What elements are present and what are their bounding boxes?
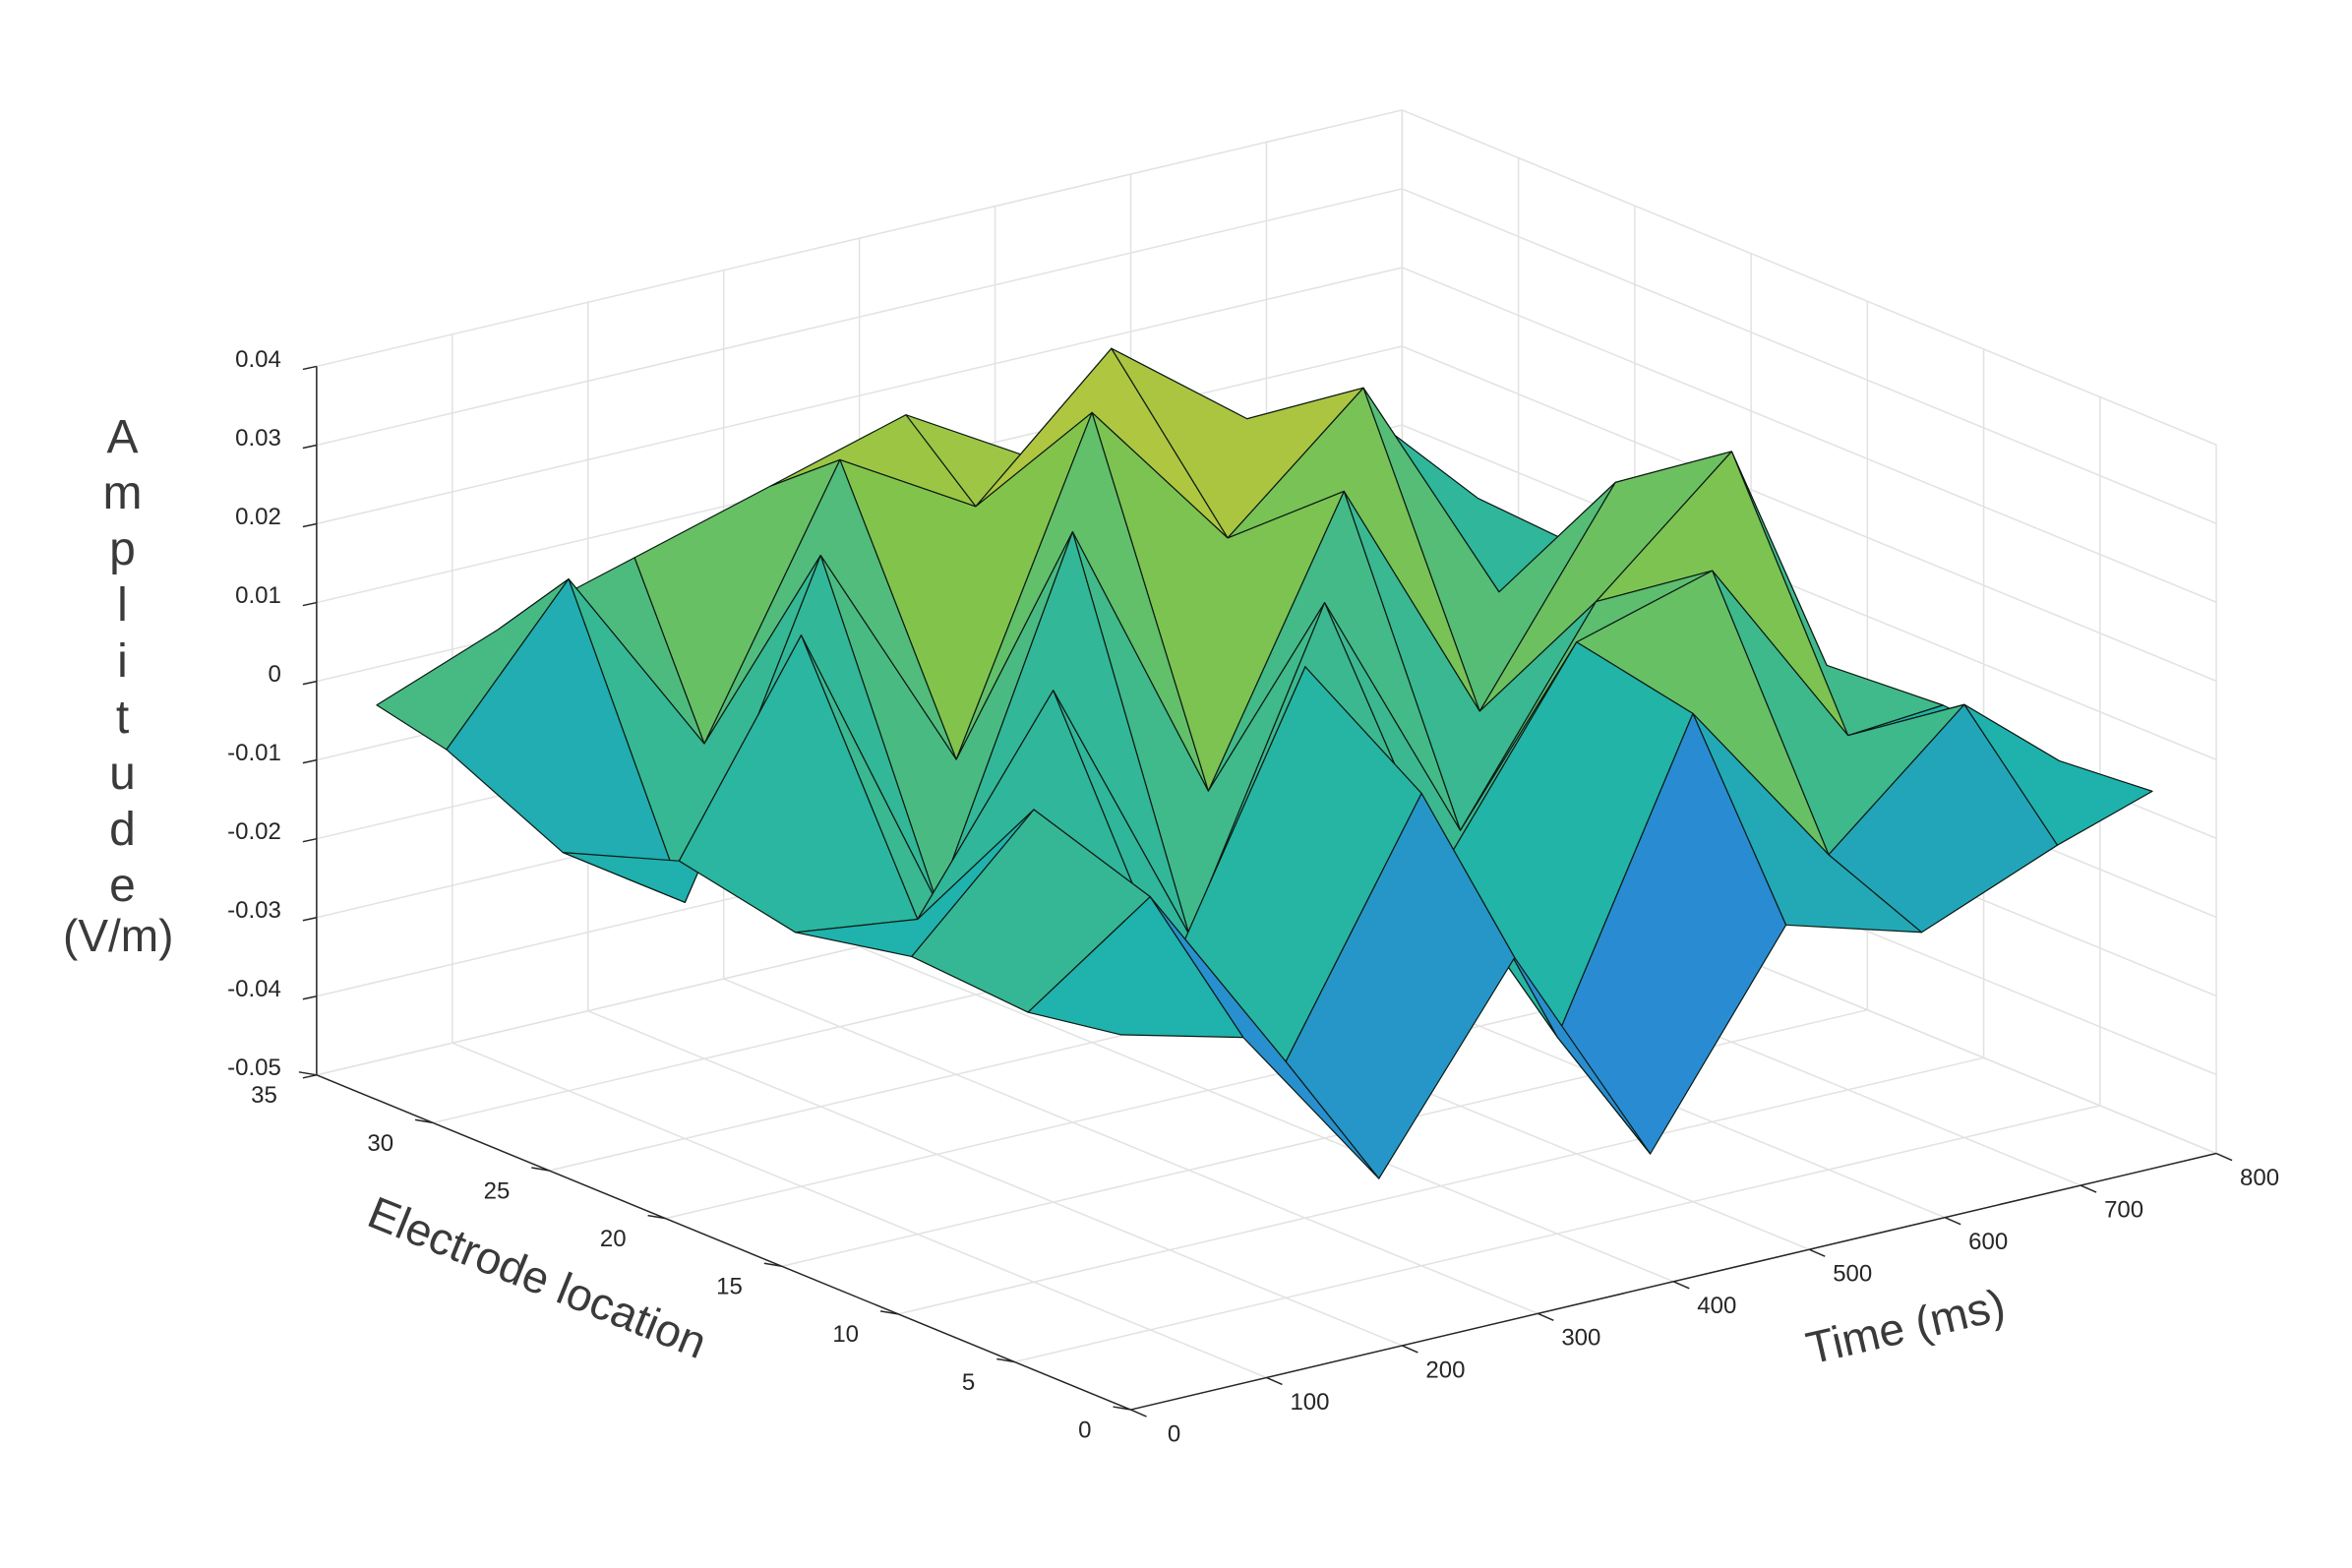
z-tick-label: -0.05 — [227, 1055, 281, 1081]
z-tick — [302, 680, 318, 686]
z-tick — [302, 522, 318, 528]
grid-line — [1402, 188, 2217, 524]
z-tick — [302, 916, 318, 922]
z-tick — [302, 1074, 318, 1079]
z-tick-label: -0.03 — [227, 897, 281, 924]
y-tick-label: 25 — [484, 1177, 511, 1204]
y-tick — [414, 1118, 434, 1124]
x-tick-label: 300 — [1561, 1325, 1600, 1352]
x-tick — [1538, 1312, 1554, 1322]
x-tick — [1672, 1281, 1690, 1290]
x-tick — [2215, 1152, 2233, 1162]
y-tick-label: 5 — [962, 1369, 975, 1396]
y-tick — [298, 1071, 317, 1076]
grid-line — [897, 1056, 1984, 1315]
z-tick — [302, 837, 318, 843]
z-tick-label: 0.04 — [235, 346, 281, 373]
x-tick-label: 200 — [1425, 1357, 1465, 1383]
x-tick — [1266, 1376, 1283, 1386]
x-tick-label: 0 — [1168, 1420, 1180, 1447]
x-tick-label: 700 — [2104, 1196, 2143, 1223]
grid-line — [587, 1009, 1403, 1347]
y-tick-label: 10 — [832, 1321, 859, 1348]
grid-line — [316, 267, 1403, 525]
y-axis-label: Electrode location — [361, 1186, 714, 1368]
x-tick — [1402, 1345, 1418, 1354]
z-tick-label: -0.01 — [227, 740, 281, 766]
z-axis-unit: (V/m) — [63, 910, 174, 961]
y-tick-label: 0 — [1078, 1417, 1091, 1443]
x-axis-label: Time (ms) — [1801, 1279, 2010, 1374]
z-tick — [302, 995, 318, 1000]
grid-line — [1014, 1105, 2100, 1363]
grid-line — [316, 109, 1403, 368]
y-tick-label: 20 — [600, 1226, 627, 1252]
y-tick-label: 35 — [251, 1082, 277, 1109]
grid-line — [859, 945, 1674, 1283]
y-tick — [1113, 1406, 1131, 1411]
z-tick-label: 0.02 — [235, 504, 281, 530]
x-tick — [1944, 1216, 1961, 1226]
y-tick — [531, 1167, 550, 1172]
x-tick — [2080, 1184, 2097, 1193]
z-tick — [302, 365, 318, 371]
grid-line — [723, 978, 1538, 1315]
x-tick-label: 400 — [1697, 1293, 1736, 1319]
y-tick — [996, 1357, 1015, 1363]
y-tick — [879, 1310, 899, 1315]
x-tick-label: 100 — [1290, 1389, 1329, 1416]
surface-facet — [1027, 896, 1244, 1039]
z-tick — [302, 444, 318, 450]
y-tick-label: 15 — [716, 1274, 743, 1300]
y-tick — [763, 1262, 782, 1267]
z-tick-label: -0.02 — [227, 818, 281, 845]
x-tick — [1130, 1409, 1147, 1417]
grid-line — [316, 188, 1403, 447]
y-tick — [647, 1214, 666, 1220]
z-tick — [302, 601, 318, 607]
grid-line — [1402, 267, 2217, 603]
z-tick-label: 0.01 — [235, 582, 281, 609]
z-tick-label: 0.03 — [235, 425, 281, 452]
x-tick-label: 800 — [2240, 1165, 2279, 1191]
grid-line — [1402, 345, 2217, 682]
x-tick — [1808, 1248, 1826, 1257]
z-tick — [302, 758, 318, 764]
z-axis-label: Amplitude — [96, 411, 149, 916]
grid-line — [1402, 424, 2217, 761]
z-tick-label: 0 — [269, 661, 281, 688]
x-tick-label: 600 — [1968, 1229, 2008, 1255]
z-tick-label: -0.04 — [227, 976, 281, 1002]
y-tick-label: 30 — [367, 1130, 393, 1157]
x-tick-label: 500 — [1833, 1261, 1872, 1288]
grid-line — [1402, 109, 2217, 446]
y-axis — [316, 1074, 1131, 1411]
grid-line — [452, 1042, 1267, 1379]
